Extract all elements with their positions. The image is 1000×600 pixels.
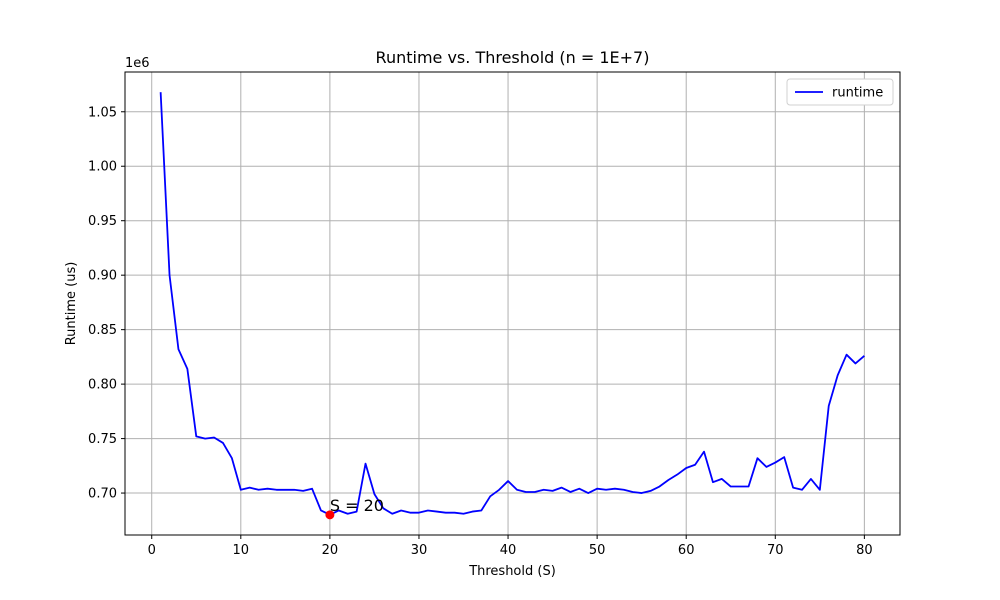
x-tick-label: 20 bbox=[322, 543, 339, 558]
x-tick-label: 0 bbox=[148, 543, 156, 558]
chart-title: Runtime vs. Threshold (n = 1E+7) bbox=[376, 48, 650, 67]
annotation-label: S = 20 bbox=[330, 496, 384, 515]
legend: runtime bbox=[786, 78, 894, 106]
x-tick-label: 50 bbox=[589, 543, 606, 558]
x-tick-label: 80 bbox=[856, 543, 873, 558]
y-tick-label: 1.05 bbox=[88, 105, 117, 120]
x-tick-label: 10 bbox=[233, 543, 250, 558]
y-offset-label: 1e6 bbox=[125, 56, 150, 71]
annotation-layer: S = 20 bbox=[325, 496, 384, 520]
y-tick-label: 1.00 bbox=[88, 160, 117, 175]
y-axis-label: Runtime (us) bbox=[64, 262, 79, 346]
series-line-runtime bbox=[159, 92, 865, 516]
x-tick-label: 60 bbox=[678, 543, 695, 558]
ticks-layer: 0 10 20 30 40 50 60 70 80 0.70 0.75 0.80 0.85 0.90 0.9… bbox=[88, 105, 873, 558]
y-tick-label: 0.90 bbox=[88, 269, 117, 284]
annotation-point bbox=[325, 510, 335, 520]
plot-frame bbox=[124, 71, 901, 536]
legend-label-runtime: runtime bbox=[832, 86, 883, 101]
x-axis-label: Threshold (S) bbox=[468, 564, 556, 579]
y-tick-label: 0.70 bbox=[88, 487, 117, 502]
y-tick-label: 0.95 bbox=[88, 214, 117, 229]
x-tick-label: 70 bbox=[767, 543, 784, 558]
y-tick-label: 0.75 bbox=[88, 432, 117, 447]
legend-box bbox=[786, 78, 894, 106]
y-tick-label: 0.85 bbox=[88, 323, 117, 338]
grid-lines bbox=[125, 72, 900, 535]
y-tick-label: 0.80 bbox=[88, 378, 117, 393]
x-tick-label: 30 bbox=[411, 543, 428, 558]
series-layer bbox=[159, 92, 865, 516]
x-tick-label: 40 bbox=[500, 543, 517, 558]
